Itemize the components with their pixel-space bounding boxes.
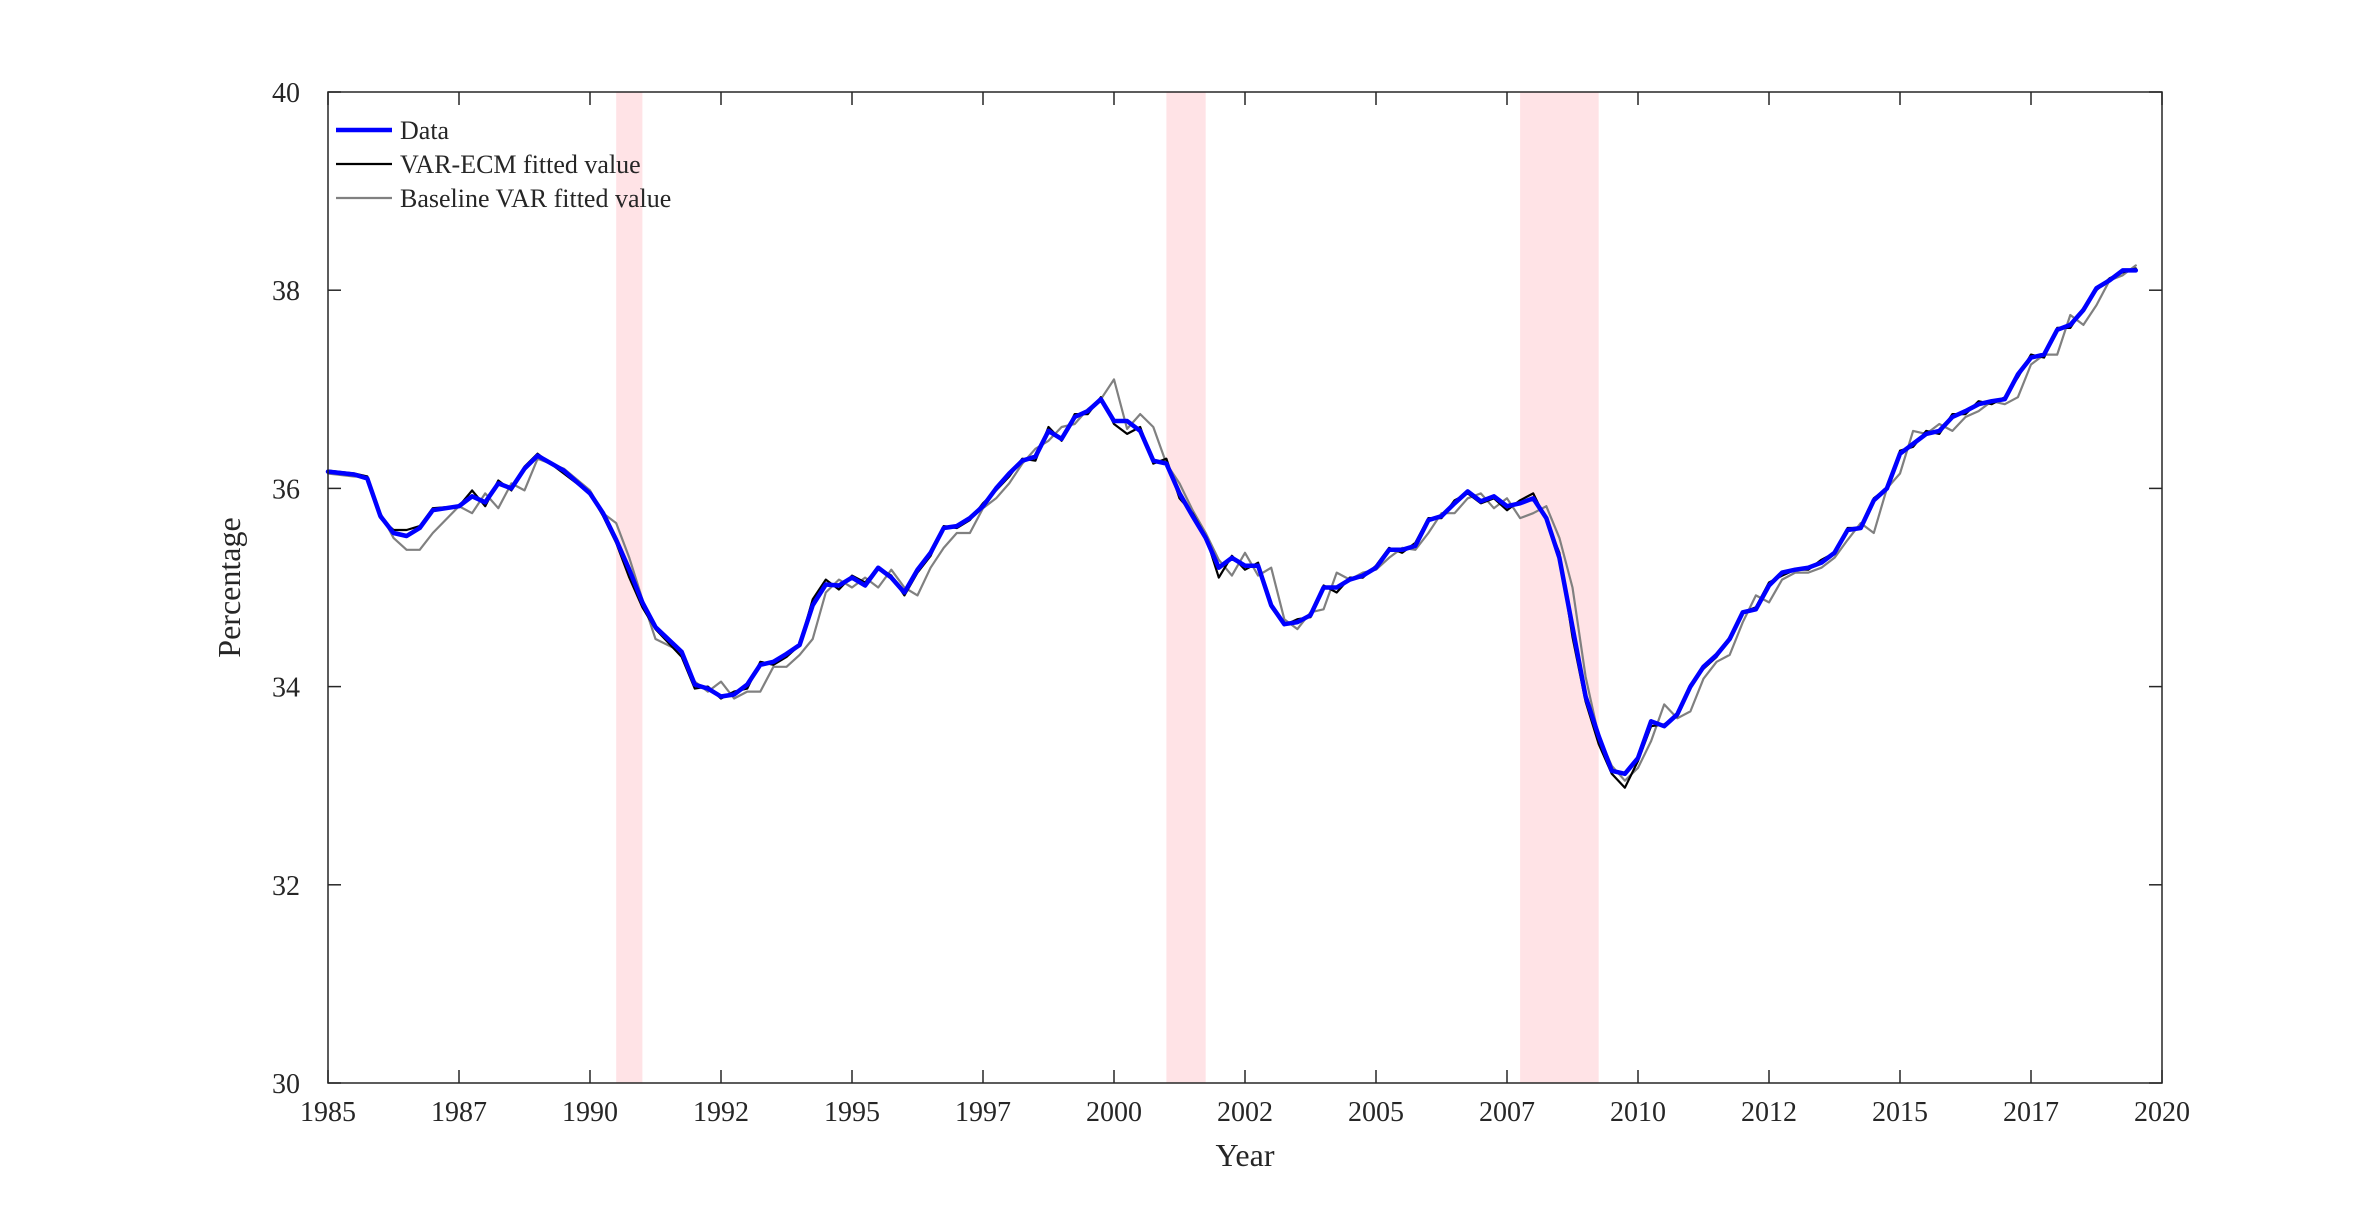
x-tick-label: 1997 xyxy=(955,1097,1011,1128)
x-tick-label: 1987 xyxy=(431,1097,487,1128)
y-axis: 30 32 34 36 38 40 xyxy=(272,78,2162,1100)
x-tick-label: 1992 xyxy=(693,1097,749,1128)
x-tick-label: 2017 xyxy=(2003,1097,2059,1128)
x-tick-label: 2012 xyxy=(1741,1097,1797,1128)
legend-label: VAR-ECM fitted value xyxy=(400,150,641,179)
x-tick-label: 2010 xyxy=(1610,1097,1666,1128)
x-tick-label: 2015 xyxy=(1872,1097,1928,1128)
recession-band-3 xyxy=(1520,92,1599,1083)
y-tick-label: 40 xyxy=(272,78,300,109)
y-tick-label: 34 xyxy=(272,673,300,704)
x-tick-label: 2020 xyxy=(2134,1097,2190,1128)
x-tick-label: 1995 xyxy=(824,1097,880,1128)
y-tick-label: 32 xyxy=(272,871,300,902)
x-tick-label: 2007 xyxy=(1479,1097,1535,1128)
x-tick-label: 2002 xyxy=(1217,1097,1273,1128)
x-tick-label: 2000 xyxy=(1086,1097,1142,1128)
recession-band-2 xyxy=(1166,92,1206,1083)
y-tick-label: 36 xyxy=(272,474,300,505)
legend-label: Data xyxy=(400,116,450,145)
x-tick-label: 1985 xyxy=(300,1097,356,1128)
x-axis-title: Year xyxy=(1216,1137,1275,1173)
legend-label: Baseline VAR fitted value xyxy=(400,184,671,213)
y-tick-label: 30 xyxy=(272,1069,300,1100)
y-tick-label: 38 xyxy=(272,276,300,307)
series-line-data xyxy=(325,268,2139,777)
legend: Data VAR-ECM fitted value Baseline VAR fit… xyxy=(336,116,671,213)
series-group xyxy=(325,264,2139,789)
x-axis: 1985 1987 1990 1992 1995 1997 2000 2002 2005 2007… xyxy=(300,92,2190,1128)
x-tick-label: 2005 xyxy=(1348,1097,1404,1128)
x-tick-label: 1990 xyxy=(562,1097,618,1128)
y-axis-title: Percentage xyxy=(211,517,247,657)
